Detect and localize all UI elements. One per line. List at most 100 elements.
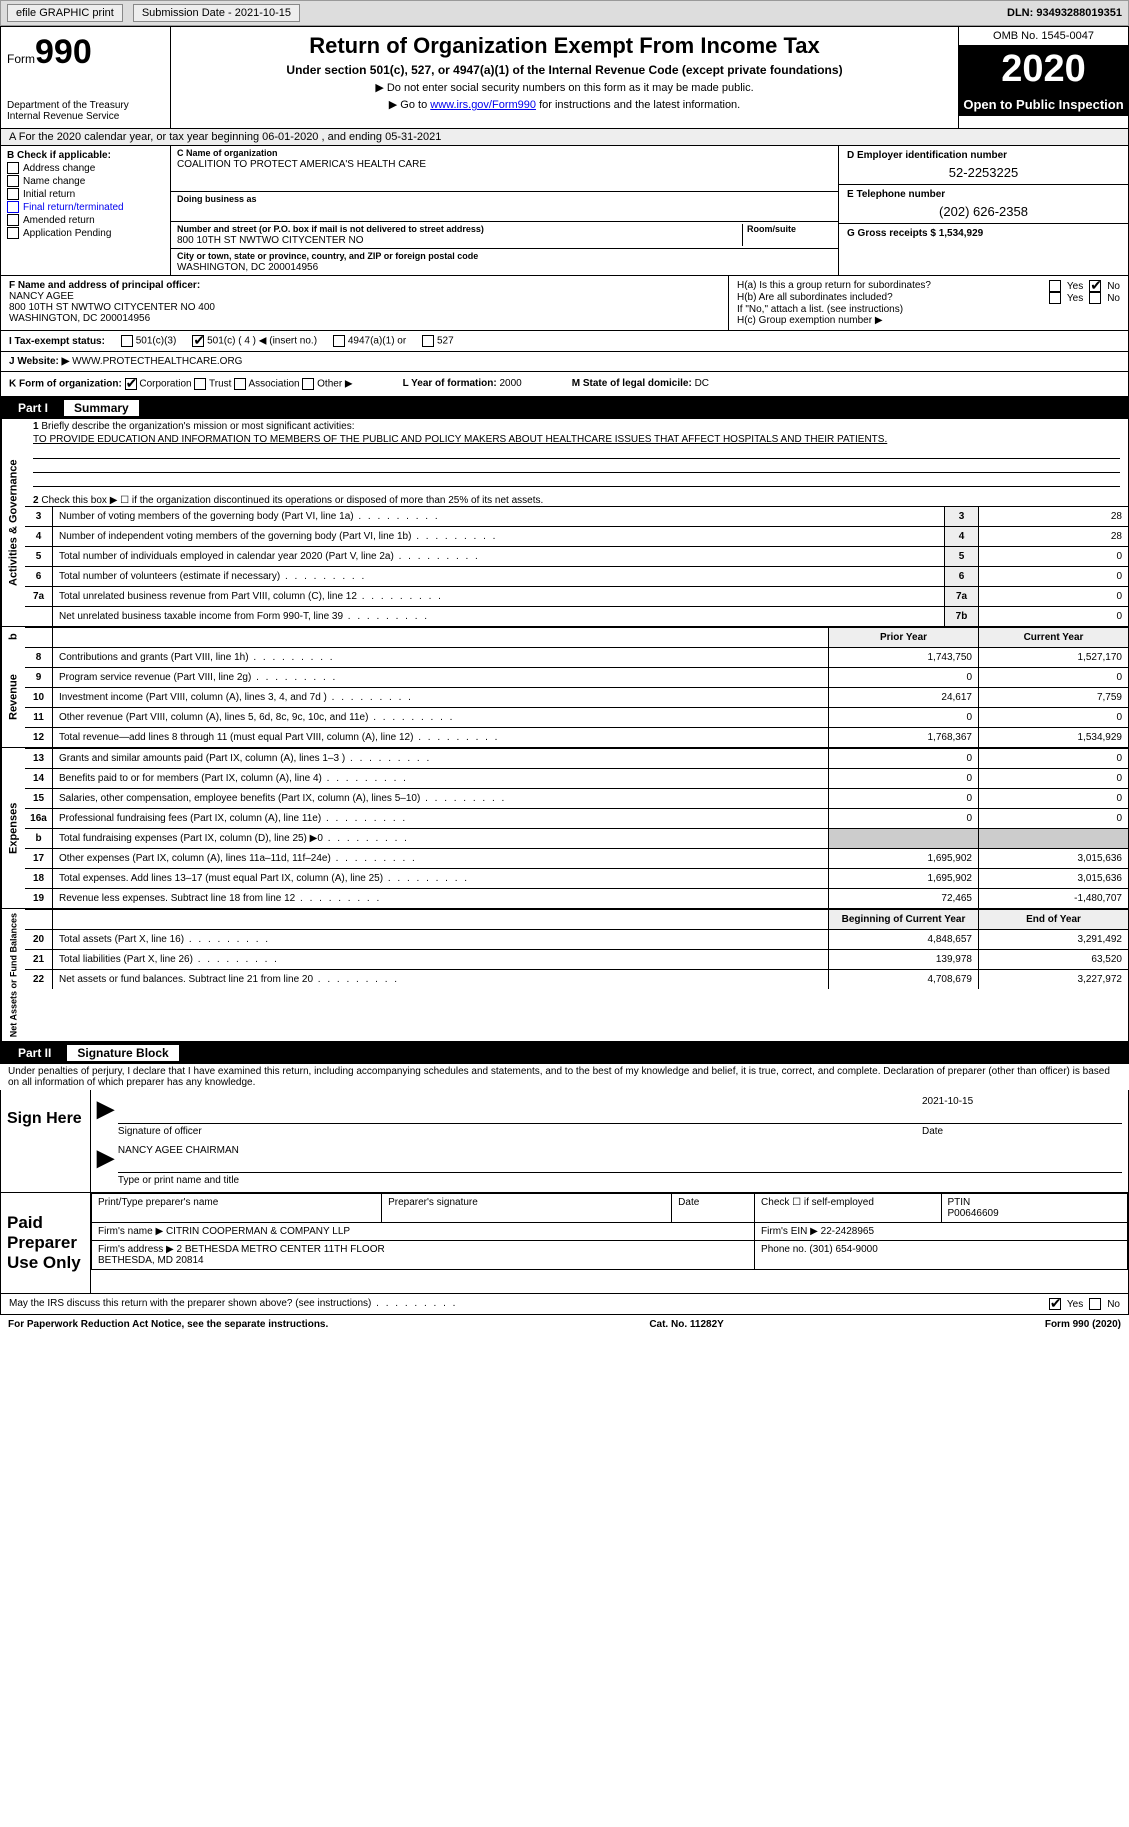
fin-line: bTotal fundraising expenses (Part IX, co… bbox=[25, 828, 1128, 848]
fin-line: 8Contributions and grants (Part VIII, li… bbox=[25, 647, 1128, 667]
omb: OMB No. 1545-0047 bbox=[959, 27, 1128, 46]
ptin: P00646609 bbox=[948, 1208, 999, 1219]
hb-lbl: H(b) Are all subordinates included? bbox=[737, 292, 893, 304]
gov-line: 7aTotal unrelated business revenue from … bbox=[25, 586, 1128, 606]
addr: 800 10TH ST NWTWO CITYCENTER NO bbox=[177, 235, 364, 246]
footer-r: Form 990 (2020) bbox=[1045, 1319, 1121, 1330]
fin-line: 14Benefits paid to or for members (Part … bbox=[25, 768, 1128, 788]
col-prior: Prior Year bbox=[828, 628, 978, 647]
fin-line: 20Total assets (Part X, line 16)4,848,65… bbox=[25, 929, 1128, 949]
hc-lbl: H(c) Group exemption number ▶ bbox=[737, 315, 1120, 326]
note1: ▶ Do not enter social security numbers o… bbox=[177, 81, 952, 94]
fin-line: 22Net assets or fund balances. Subtract … bbox=[25, 969, 1128, 989]
row-fh: F Name and address of principal officer:… bbox=[0, 276, 1129, 331]
ein: 52-2253225 bbox=[847, 165, 1120, 180]
row-i: I Tax-exempt status: 501(c)(3) 501(c) ( … bbox=[0, 331, 1129, 352]
firm-addr-lbl: Firm's address ▶ bbox=[98, 1244, 174, 1255]
gov-line: 4Number of independent voting members of… bbox=[25, 526, 1128, 546]
m-lbl: M State of legal domicile: bbox=[572, 378, 692, 389]
cb-address[interactable]: Address change bbox=[7, 162, 164, 174]
j-lbl: J Website: ▶ bbox=[9, 356, 69, 367]
b-hdr: B Check if applicable: bbox=[7, 150, 164, 161]
col-c: C Name of organizationCOALITION TO PROTE… bbox=[171, 146, 838, 275]
tel-lbl: E Telephone number bbox=[847, 189, 945, 200]
gov-line: Net unrelated business taxable income fr… bbox=[25, 606, 1128, 626]
website: WWW.PROTECTHEALTHCARE.ORG bbox=[72, 356, 242, 367]
part1-hdr: Part I Summary bbox=[0, 397, 1129, 419]
header-left: Form990 Department of the Treasury Inter… bbox=[1, 27, 171, 128]
cb-initial[interactable]: Initial return bbox=[7, 188, 164, 200]
fin-line: 17Other expenses (Part IX, column (A), l… bbox=[25, 848, 1128, 868]
col-f: F Name and address of principal officer:… bbox=[1, 276, 728, 330]
form-word: Form bbox=[7, 52, 35, 66]
fin-line: 13Grants and similar amounts paid (Part … bbox=[25, 748, 1128, 768]
footer: For Paperwork Reduction Act Notice, see … bbox=[0, 1315, 1129, 1334]
domicile: DC bbox=[695, 378, 709, 389]
sub-date: 2021-10-15 bbox=[235, 7, 291, 19]
efile-btn[interactable]: efile GRAPHIC print bbox=[7, 4, 123, 22]
form-num: 990 bbox=[35, 33, 92, 71]
gross: 1,534,929 bbox=[939, 228, 984, 239]
gov-line: 5Total number of individuals employed in… bbox=[25, 546, 1128, 566]
phone-lbl: Phone no. bbox=[761, 1244, 807, 1255]
side-expenses: Expenses bbox=[1, 748, 25, 908]
fin-line: 10Investment income (Part VIII, column (… bbox=[25, 687, 1128, 707]
side-revenue: Revenue bbox=[1, 647, 25, 747]
c-name-lbl: C Name of organization bbox=[177, 148, 278, 158]
col-eoy: End of Year bbox=[978, 910, 1128, 929]
org-name: COALITION TO PROTECT AMERICA'S HEALTH CA… bbox=[177, 159, 426, 170]
sign-here-lbl: Sign Here bbox=[1, 1090, 91, 1192]
row-j: J Website: ▶ WWW.PROTECTHEALTHCARE.ORG bbox=[0, 352, 1129, 372]
header-right: OMB No. 1545-0047 2020 Open to Public In… bbox=[958, 27, 1128, 128]
tel: (202) 626-2358 bbox=[847, 204, 1120, 219]
l-lbl: L Year of formation: bbox=[403, 378, 497, 389]
hb-note: If "No," attach a list. (see instruction… bbox=[737, 304, 1120, 315]
cb-amended[interactable]: Amended return bbox=[7, 214, 164, 226]
fin-line: 11Other revenue (Part VIII, column (A), … bbox=[25, 707, 1128, 727]
paid-preparer-block: Paid Preparer Use Only Print/Type prepar… bbox=[0, 1193, 1129, 1294]
line-a: A For the 2020 calendar year, or tax yea… bbox=[0, 129, 1129, 146]
row-klm: K Form of organization: Corporation Trus… bbox=[0, 372, 1129, 397]
cb-pending[interactable]: Application Pending bbox=[7, 227, 164, 239]
firm-name-lbl: Firm's name ▶ bbox=[98, 1226, 163, 1237]
cb-name[interactable]: Name change bbox=[7, 175, 164, 187]
col-h: H(a) Is this a group return for subordin… bbox=[728, 276, 1128, 330]
declaration: Under penalties of perjury, I declare th… bbox=[0, 1064, 1129, 1090]
date-lbl: Date bbox=[922, 1126, 1122, 1137]
fin-line: 12Total revenue—add lines 8 through 11 (… bbox=[25, 727, 1128, 747]
cb-final[interactable]: Final return/terminated bbox=[7, 201, 164, 213]
paid-lbl: Paid Preparer Use Only bbox=[1, 1193, 91, 1293]
preparer-table: Print/Type preparer's name Preparer's si… bbox=[91, 1193, 1128, 1270]
form-sub: Under section 501(c), 527, or 4947(a)(1)… bbox=[177, 63, 952, 77]
gross-lbl: G Gross receipts $ 1,534,929 bbox=[847, 228, 983, 239]
dln: DLN: 93493288019351 bbox=[1007, 7, 1122, 19]
part1-body: Activities & Governance 1 Briefly descri… bbox=[0, 419, 1129, 1042]
prep-date-lbl: Date bbox=[672, 1194, 755, 1223]
note2-b: for instructions and the latest informat… bbox=[536, 99, 740, 111]
col-d: D Employer identification number52-22532… bbox=[838, 146, 1128, 275]
type-name-lbl: Type or print name and title bbox=[118, 1172, 1122, 1186]
irs-link[interactable]: www.irs.gov/Form990 bbox=[430, 99, 536, 111]
city: WASHINGTON, DC 200014956 bbox=[177, 262, 318, 273]
dept: Department of the Treasury Internal Reve… bbox=[7, 100, 164, 122]
i-lbl: I Tax-exempt status: bbox=[9, 336, 105, 347]
f-lbl: F Name and address of principal officer: bbox=[9, 280, 200, 291]
part2-title: Signature Block bbox=[67, 1045, 178, 1061]
officer-name-title: NANCY AGEE CHAIRMAN bbox=[118, 1145, 1122, 1156]
officer-name: NANCY AGEE bbox=[9, 291, 74, 302]
mission: TO PROVIDE EDUCATION AND INFORMATION TO … bbox=[25, 432, 1128, 445]
fin-line: 19Revenue less expenses. Subtract line 1… bbox=[25, 888, 1128, 908]
fin-line: 21Total liabilities (Part X, line 26)139… bbox=[25, 949, 1128, 969]
form-label: Form990 bbox=[7, 33, 164, 72]
sig-date: 2021-10-15 bbox=[922, 1096, 1122, 1107]
dba-lbl: Doing business as bbox=[177, 194, 257, 204]
fin-line: 18Total expenses. Add lines 13–17 (must … bbox=[25, 868, 1128, 888]
tax-year: 2020 bbox=[959, 46, 1128, 93]
prep-sig-lbl: Preparer's signature bbox=[382, 1194, 672, 1223]
ptin-lbl: PTIN bbox=[948, 1197, 971, 1208]
fin-line: 9Program service revenue (Part VIII, lin… bbox=[25, 667, 1128, 687]
may-discuss: May the IRS discuss this return with the… bbox=[0, 1294, 1129, 1315]
phone: (301) 654-9000 bbox=[809, 1244, 877, 1255]
k-lbl: K Form of organization: bbox=[9, 379, 122, 390]
section-bcd: B Check if applicable: Address change Na… bbox=[0, 146, 1129, 276]
